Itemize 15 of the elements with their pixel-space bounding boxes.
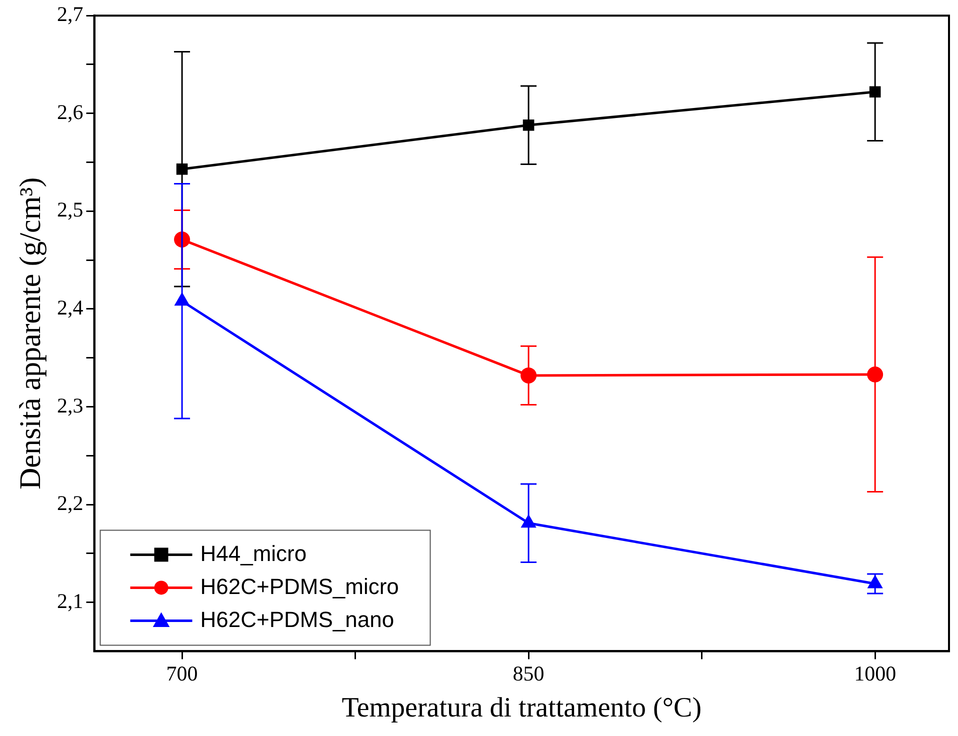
x-axis-title: Temperatura di trattamento (°C) <box>342 692 702 724</box>
y-tick-label: 2,7 <box>57 2 84 26</box>
y-axis-title: Densità apparente (g/cm³) <box>14 177 47 490</box>
y-tick-label: 2,2 <box>57 491 84 516</box>
y-tick-label: 2,5 <box>57 198 84 222</box>
legend-label: H62C+PDMS_micro <box>200 574 399 599</box>
y-tick-label: 2,3 <box>57 393 84 418</box>
x-tick-label: 1000 <box>854 661 896 686</box>
y-tick-label: 2,6 <box>57 100 84 124</box>
y-tick-label: 2,4 <box>57 295 84 320</box>
legend-label: H62C+PDMS_nano <box>200 606 394 632</box>
y-tick-label: 2,1 <box>57 588 84 613</box>
x-tick-label: 850 <box>512 661 544 686</box>
x-tick-label: 700 <box>166 661 198 686</box>
legend-label: H44_micro <box>200 540 307 566</box>
